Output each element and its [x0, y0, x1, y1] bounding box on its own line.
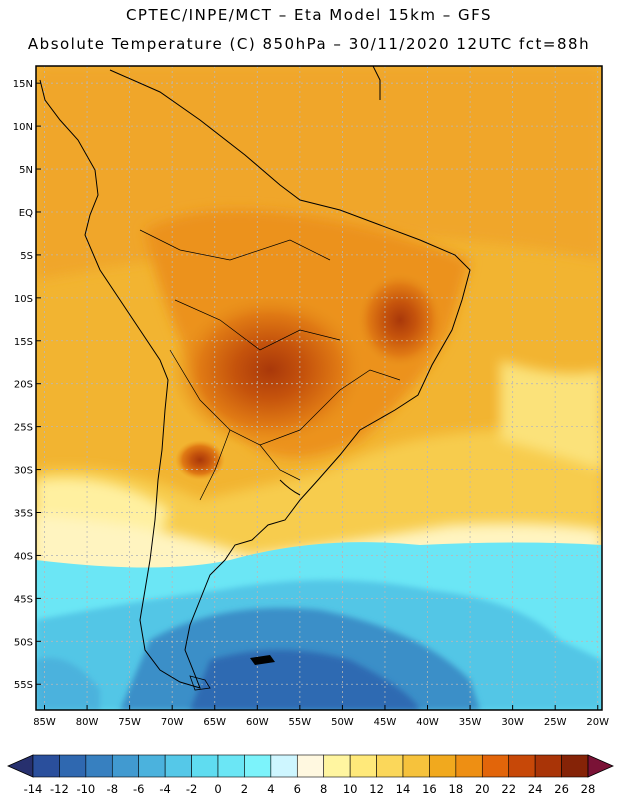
- country-borders: [139, 229, 401, 501]
- colorbar-swatch: [217, 754, 245, 778]
- colorbar-swatch: [323, 754, 351, 778]
- lon-tick-label: 25W: [544, 717, 567, 728]
- lon-tick-label: 20W: [586, 717, 609, 728]
- colorbar-swatch: [111, 754, 140, 778]
- lat-tick-label: 35S: [14, 509, 33, 520]
- lat-tick-label: 5S: [20, 251, 33, 262]
- colorbar-swatch: [32, 754, 60, 778]
- colorbar-label: 0: [214, 782, 221, 796]
- lat-tick-label: 25S: [14, 423, 33, 434]
- colorbar-swatch: [349, 754, 377, 778]
- lat-tick-label: 30S: [14, 466, 33, 477]
- colorbar-swatch: [534, 754, 562, 778]
- lat-tick-label: 20S: [14, 380, 33, 391]
- colorbar-swatch: [164, 754, 192, 778]
- lon-tick-label: 65W: [203, 717, 226, 728]
- title-line-1: CPTEC/INPE/MCT – Eta Model 15km – GFS: [125, 6, 493, 24]
- colorbar-swatch: [402, 754, 430, 778]
- colorbar-swatch: [270, 754, 298, 778]
- colorbar-swatch: [85, 754, 113, 778]
- lat-tick-label: EQ: [19, 208, 33, 219]
- colorbar-swatch: [561, 754, 589, 778]
- colorbar-label: -10: [76, 782, 95, 796]
- colorbar-label: -2: [186, 782, 197, 796]
- lat-tick-label: 55S: [14, 680, 33, 691]
- colorbar-swatch: [508, 754, 536, 778]
- lon-tick-label: 75W: [118, 717, 141, 728]
- colorbar-label: -14: [24, 782, 43, 796]
- colorbar-swatch: [59, 754, 87, 778]
- color-legend: -14 -12 -10 -8 -6 -4 -2 0 2 4 6 8 10 12 14 16 18 20 22 24 26…: [7, 754, 614, 796]
- colorbar-over-triangle: [587, 754, 614, 778]
- falkland-islands: [250, 655, 275, 665]
- lon-tick-label: 55W: [289, 717, 312, 728]
- lon-tick-label: 60W: [246, 717, 269, 728]
- lon-tick-label: 35W: [459, 717, 482, 728]
- colorbar-under-triangle: [7, 754, 34, 778]
- colorbar-label: 2: [241, 782, 248, 796]
- colorbar-label: -4: [159, 782, 170, 796]
- colorbar-label: 24: [528, 782, 543, 796]
- lon-tick-label: 85W: [33, 717, 56, 728]
- colorbar-label: 18: [449, 782, 464, 796]
- lat-tick-label: 50S: [14, 637, 33, 648]
- colorbar-label: -6: [133, 782, 144, 796]
- colorbar-label: 6: [294, 782, 301, 796]
- lat-tick-label: 45S: [14, 594, 33, 605]
- lat-tick-label: 10N: [13, 122, 33, 133]
- colorbar-swatch: [376, 754, 404, 778]
- lon-tick-label: 80W: [76, 717, 99, 728]
- temperature-field: [36, 66, 602, 710]
- title-line-2: Absolute Temperature (C) 850hPa – 30/11/…: [27, 35, 591, 53]
- colorbar-label: 22: [501, 782, 516, 796]
- lat-tick-label: 15N: [13, 79, 33, 90]
- lon-tick-label: 45W: [374, 717, 397, 728]
- lat-tick-label: 40S: [14, 551, 33, 562]
- colorbar-swatch: [191, 754, 219, 778]
- lat-tick-label: 10S: [14, 294, 33, 305]
- lat-tick-label: 5N: [19, 165, 33, 176]
- colorbar-swatch: [429, 754, 457, 778]
- longitude-axis: 85W 80W 75W 70W 65W 60W 55W 50W 45W 40W 35W 30W 25W 2…: [33, 705, 609, 728]
- colorbar-label: 14: [396, 782, 411, 796]
- colorbar-swatch: [455, 754, 483, 778]
- colorbar-swatch: [481, 754, 510, 778]
- colorbar-label: -8: [107, 782, 118, 796]
- tierra-del-fuego: [189, 675, 211, 691]
- lon-tick-label: 40W: [416, 717, 439, 728]
- map-gridlines: [36, 66, 602, 710]
- colorbar-label: 8: [320, 782, 327, 796]
- lon-tick-label: 50W: [331, 717, 354, 728]
- lat-tick-label: 15S: [14, 337, 33, 348]
- colorbar-label: 10: [343, 782, 358, 796]
- colorbar-label: 26: [554, 782, 569, 796]
- colorbar-label: -12: [50, 782, 69, 796]
- colorbar-label: 16: [422, 782, 437, 796]
- colorbar-label: 28: [581, 782, 596, 796]
- lon-tick-label: 30W: [501, 717, 524, 728]
- latitude-axis: 15N 10N 5N EQ 5S 10S 15S 20S 25S 30S 35S 40S 45S 50S 5…: [13, 79, 41, 691]
- colorbar-swatch: [244, 754, 272, 778]
- colorbar-swatch: [296, 754, 325, 778]
- lon-tick-label: 70W: [161, 717, 184, 728]
- colorbar-label: 12: [369, 782, 384, 796]
- colorbar-label: 4: [267, 782, 274, 796]
- map-frame: [35, 65, 603, 711]
- colorbar-label: 20: [475, 782, 490, 796]
- colorbar-swatch: [138, 754, 166, 778]
